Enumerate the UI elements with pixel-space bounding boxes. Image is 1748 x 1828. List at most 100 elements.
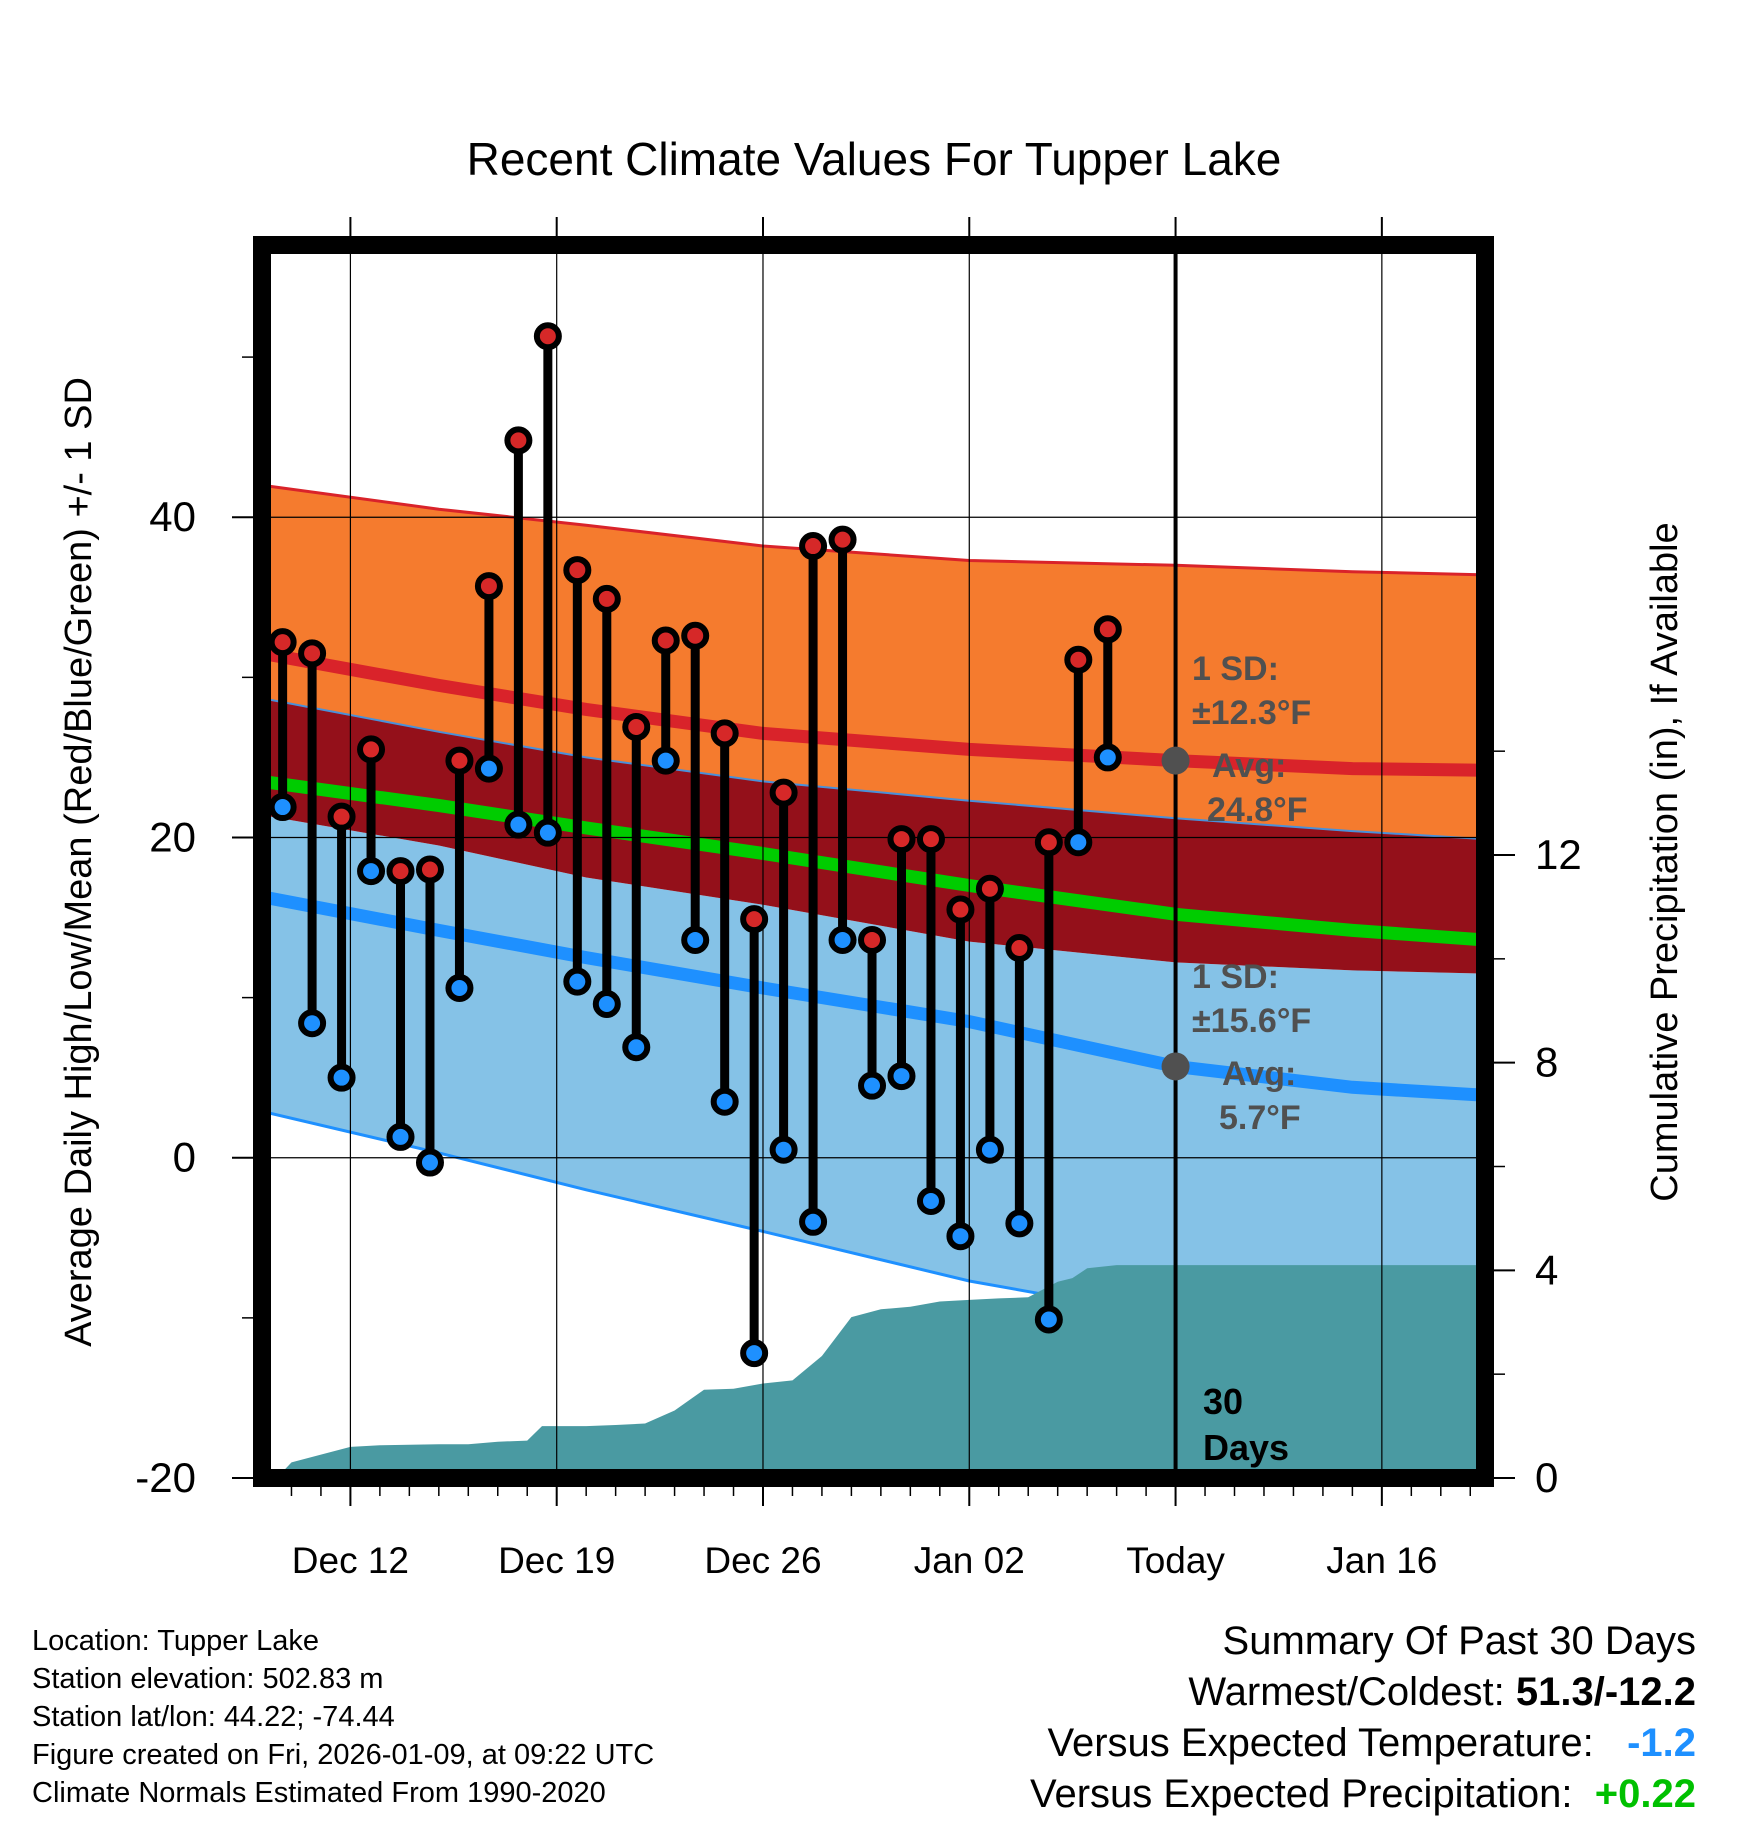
high-dot-12	[622, 712, 651, 741]
high-dot-23	[946, 895, 975, 924]
low-dot-11	[592, 990, 621, 1019]
summary-panel: Summary Of Past 30 Days Warmest/Coldest:…	[1030, 1616, 1696, 1820]
high-dot-21	[887, 825, 916, 854]
overlap-band	[262, 698, 1485, 974]
x-tick-label-5: Jan 16	[1326, 1540, 1437, 1581]
y-tick-label-2: 20	[149, 813, 196, 860]
x-axis-title: Day	[840, 1598, 908, 1600]
low-dot-25	[1005, 1209, 1034, 1238]
temp-label: Versus Expected Temperature:	[1047, 1721, 1594, 1765]
high-dot-14	[681, 621, 710, 650]
high-dot-18	[799, 532, 828, 561]
location-text: Location: Tupper Lake	[32, 1625, 319, 1657]
high-dot-27	[1064, 645, 1093, 674]
low-dot-18	[799, 1207, 828, 1236]
summary-warm-cold: Warmest/Coldest: 51.3/-12.2	[1030, 1667, 1696, 1718]
high-dot-16	[740, 905, 769, 934]
high-avg-label: Avg:	[1212, 747, 1286, 785]
low-dot-24	[975, 1135, 1004, 1164]
latlon-text: Station lat/lon: 44.22; -74.44	[32, 1701, 395, 1733]
warm-cold-label: Warmest/Coldest:	[1188, 1670, 1505, 1714]
y2-axis-title: Cumulative Precipitation (in), If Availa…	[1644, 522, 1686, 1201]
low-dot-28	[1093, 743, 1122, 772]
low-dot-1	[298, 1009, 327, 1038]
y2-tick-label-2: 8	[1535, 1039, 1558, 1086]
high-dot-25	[1005, 933, 1034, 962]
plot-frame	[253, 236, 1494, 1487]
low-dot-27	[1064, 828, 1093, 857]
y2-tick-label-1: 4	[1535, 1246, 1558, 1293]
today-low-avg-marker	[1161, 1052, 1190, 1081]
low-dot-0	[268, 793, 297, 822]
summary-temp: Versus Expected Temperature: -1.2	[1030, 1718, 1696, 1769]
high-dot-5	[415, 855, 444, 884]
high-minus-sd-edge	[262, 697, 1485, 841]
low-dot-21	[887, 1062, 916, 1091]
y2-tick-label-0: 0	[1535, 1454, 1558, 1501]
today-high-avg-marker	[1161, 746, 1190, 775]
low-sd-value: ±15.6°F	[1192, 1002, 1311, 1040]
low-dot-14	[681, 925, 710, 954]
low-dot-4	[386, 1122, 415, 1151]
low-dot-26	[1034, 1305, 1063, 1334]
low-avg-value: 5.7°F	[1219, 1099, 1301, 1137]
low-dot-22	[916, 1186, 945, 1215]
high-dot-1	[298, 639, 327, 668]
low-dot-7	[474, 754, 503, 783]
x-tick-label-2: Dec 26	[704, 1540, 821, 1581]
high-sd-value: ±12.3°F	[1192, 694, 1311, 732]
high-dot-4	[386, 857, 415, 886]
elevation-text: Station elevation: 502.83 m	[32, 1663, 384, 1695]
low-dot-19	[828, 925, 857, 954]
high-dot-15	[710, 719, 739, 748]
climate-chart: Recent Climate Values For Tupper Lake 1 …	[58, 133, 1686, 1600]
high-plus-sd-edge	[262, 483, 1485, 577]
high-dot-26	[1034, 828, 1063, 857]
low-dot-13	[651, 746, 680, 775]
low-dot-5	[415, 1148, 444, 1177]
low-dot-2	[327, 1063, 356, 1092]
low-dot-23	[946, 1222, 975, 1251]
temp-value: -1.2	[1627, 1721, 1696, 1765]
low-dot-17	[769, 1135, 798, 1164]
high-dot-24	[975, 874, 1004, 903]
high-dot-7	[474, 572, 503, 601]
precip-label: Versus Expected Precipitation:	[1030, 1772, 1573, 1816]
low-dot-6	[445, 974, 474, 1003]
high-dot-28	[1093, 615, 1122, 644]
created-text: Figure created on Fri, 2026-01-09, at 09…	[32, 1739, 655, 1771]
low-dot-10	[563, 967, 592, 996]
warm-cold-value: 51.3/-12.2	[1515, 1670, 1696, 1714]
low-dot-3	[357, 857, 386, 886]
summary-precip: Versus Expected Precipitation: +0.22	[1030, 1769, 1696, 1820]
low-dot-9	[533, 818, 562, 847]
y2-tick-label-3: 12	[1535, 831, 1582, 878]
low-avg-label: Avg:	[1222, 1055, 1296, 1093]
high-dot-22	[916, 825, 945, 854]
x-tick-label-4: Today	[1126, 1540, 1225, 1581]
y-axis-title: Average Daily High/Low/Mean (Red/Blue/Gr…	[58, 377, 100, 1347]
normals-text: Climate Normals Estimated From 1990-2020	[32, 1777, 606, 1809]
x-tick-label-3: Jan 02	[914, 1540, 1025, 1581]
precip-area	[262, 1265, 1485, 1478]
high-dot-11	[592, 584, 621, 613]
low-dot-12	[622, 1033, 651, 1062]
high-dot-10	[563, 556, 592, 585]
high-dot-13	[651, 626, 680, 655]
summary-title: Summary Of Past 30 Days	[1222, 1619, 1696, 1663]
high-dot-6	[445, 746, 474, 775]
low-dot-20	[858, 1071, 887, 1100]
high-dot-0	[268, 628, 297, 657]
high-dot-3	[357, 735, 386, 764]
low-dot-8	[504, 810, 533, 839]
y-tick-label-3: 40	[149, 493, 196, 540]
low-dot-15	[710, 1087, 739, 1116]
chart-title: Recent Climate Values For Tupper Lake	[467, 133, 1282, 185]
high-dot-19	[828, 525, 857, 554]
low-dot-16	[740, 1339, 769, 1368]
x-tick-label-0: Dec 12	[292, 1540, 409, 1581]
high-dot-20	[858, 925, 887, 954]
high-dot-2	[327, 802, 356, 831]
high-avg-value: 24.8°F	[1207, 791, 1308, 829]
days-label-2: Days	[1203, 1427, 1289, 1468]
